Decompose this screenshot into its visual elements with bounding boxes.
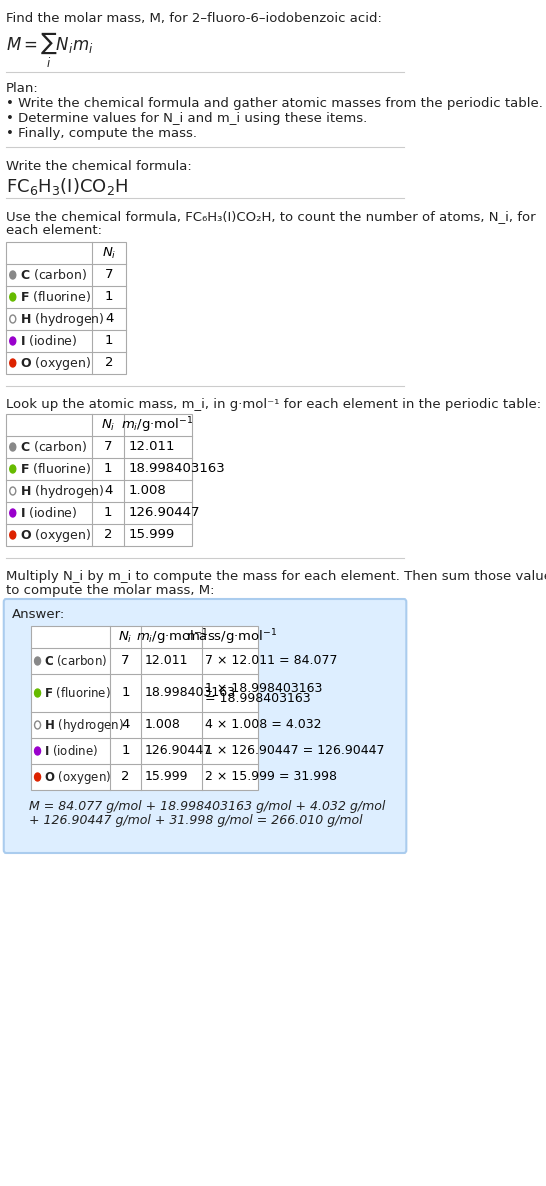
- Text: 1 × 126.90447 = 126.90447: 1 × 126.90447 = 126.90447: [205, 745, 385, 758]
- Text: 2 × 15.999 = 31.998: 2 × 15.999 = 31.998: [205, 771, 337, 784]
- Text: $\mathrm{FC_6H_3(I)CO_2H}$: $\mathrm{FC_6H_3(I)CO_2H}$: [6, 176, 128, 197]
- Text: M = 84.077 g/mol + 18.998403163 g/mol + 4.032 g/mol: M = 84.077 g/mol + 18.998403163 g/mol + …: [28, 801, 385, 812]
- Text: Write the chemical formula:: Write the chemical formula:: [6, 160, 192, 173]
- Text: 15.999: 15.999: [144, 771, 188, 784]
- Bar: [6, 242, 126, 374]
- Text: 1: 1: [105, 334, 114, 347]
- Circle shape: [10, 293, 16, 301]
- Text: 1: 1: [121, 745, 130, 758]
- Text: 1: 1: [104, 506, 112, 519]
- Text: $\mathbf{F}$ (fluorine): $\mathbf{F}$ (fluorine): [20, 461, 91, 477]
- Bar: [6, 414, 192, 546]
- Text: 2: 2: [121, 771, 130, 784]
- Text: $m_i$/g·mol$^{-1}$: $m_i$/g·mol$^{-1}$: [136, 627, 209, 646]
- Text: 1: 1: [121, 687, 130, 700]
- Text: each element:: each element:: [6, 224, 102, 237]
- Text: $N_i$: $N_i$: [101, 417, 115, 433]
- Text: 7: 7: [105, 268, 114, 281]
- Text: $\mathbf{H}$ (hydrogen): $\mathbf{H}$ (hydrogen): [20, 483, 104, 499]
- Circle shape: [10, 531, 16, 538]
- Text: $M = \sum_i N_i m_i$: $M = \sum_i N_i m_i$: [6, 30, 93, 70]
- Text: $\mathbf{I}$ (iodine): $\mathbf{I}$ (iodine): [20, 333, 77, 349]
- Text: 126.90447: 126.90447: [144, 745, 211, 758]
- Text: $\mathbf{O}$ (oxygen): $\mathbf{O}$ (oxygen): [20, 527, 91, 543]
- Text: 18.998403163: 18.998403163: [144, 687, 235, 700]
- Text: Look up the atomic mass, m_i, in g·mol⁻¹ for each element in the periodic table:: Look up the atomic mass, m_i, in g·mol⁻¹…: [6, 398, 541, 412]
- Text: + 126.90447 g/mol + 31.998 g/mol = 266.010 g/mol: + 126.90447 g/mol + 31.998 g/mol = 266.0…: [28, 814, 362, 827]
- Text: 2: 2: [104, 529, 112, 542]
- Text: $\mathbf{F}$ (fluorine): $\mathbf{F}$ (fluorine): [20, 289, 91, 305]
- Text: 7: 7: [121, 655, 130, 668]
- Text: $\mathbf{I}$ (iodine): $\mathbf{I}$ (iodine): [44, 744, 98, 759]
- Text: $\mathbf{O}$ (oxygen): $\mathbf{O}$ (oxygen): [20, 355, 91, 371]
- Text: $\mathbf{C}$ (carbon): $\mathbf{C}$ (carbon): [44, 653, 108, 669]
- Circle shape: [10, 270, 16, 279]
- Text: 18.998403163: 18.998403163: [128, 463, 225, 476]
- Text: to compute the molar mass, M:: to compute the molar mass, M:: [6, 584, 215, 597]
- Circle shape: [34, 689, 40, 697]
- Text: 1: 1: [104, 463, 112, 476]
- Text: 12.011: 12.011: [144, 655, 188, 668]
- Text: 1 × 18.998403163: 1 × 18.998403163: [205, 682, 323, 695]
- Text: $N_i$: $N_i$: [118, 630, 133, 644]
- Text: 4: 4: [105, 312, 114, 325]
- Text: $m_i$/g·mol$^{-1}$: $m_i$/g·mol$^{-1}$: [121, 415, 194, 435]
- Text: 1.008: 1.008: [128, 485, 166, 497]
- Circle shape: [34, 747, 40, 755]
- Circle shape: [34, 773, 40, 782]
- Text: $\mathbf{C}$ (carbon): $\mathbf{C}$ (carbon): [20, 268, 86, 282]
- Text: $\mathbf{H}$ (hydrogen): $\mathbf{H}$ (hydrogen): [20, 311, 104, 327]
- Text: $\mathbf{I}$ (iodine): $\mathbf{I}$ (iodine): [20, 505, 77, 521]
- Text: 7 × 12.011 = 84.077: 7 × 12.011 = 84.077: [205, 655, 338, 668]
- FancyBboxPatch shape: [4, 599, 406, 853]
- Text: 1.008: 1.008: [144, 719, 180, 732]
- Text: 7: 7: [104, 440, 112, 453]
- Text: $\mathbf{H}$ (hydrogen): $\mathbf{H}$ (hydrogen): [44, 716, 124, 733]
- Text: 12.011: 12.011: [128, 440, 175, 453]
- Text: = 18.998403163: = 18.998403163: [205, 691, 311, 704]
- Circle shape: [10, 465, 16, 473]
- Text: $\mathbf{F}$ (fluorine): $\mathbf{F}$ (fluorine): [44, 686, 111, 701]
- Text: $\mathbf{C}$ (carbon): $\mathbf{C}$ (carbon): [20, 440, 86, 454]
- Text: 1: 1: [105, 291, 114, 304]
- Text: 15.999: 15.999: [128, 529, 175, 542]
- Text: • Finally, compute the mass.: • Finally, compute the mass.: [6, 127, 197, 140]
- Circle shape: [10, 359, 16, 366]
- Text: Multiply N_i by m_i to compute the mass for each element. Then sum those values: Multiply N_i by m_i to compute the mass …: [6, 570, 546, 584]
- Text: 4 × 1.008 = 4.032: 4 × 1.008 = 4.032: [205, 719, 322, 732]
- Text: 4: 4: [121, 719, 129, 732]
- Circle shape: [34, 657, 40, 665]
- Text: 4: 4: [104, 485, 112, 497]
- Circle shape: [10, 337, 16, 345]
- Circle shape: [10, 509, 16, 517]
- Circle shape: [10, 444, 16, 451]
- Bar: [31, 626, 258, 790]
- Text: • Write the chemical formula and gather atomic masses from the periodic table.: • Write the chemical formula and gather …: [6, 97, 543, 110]
- Text: Find the molar mass, M, for 2–fluoro-6–iodobenzoic acid:: Find the molar mass, M, for 2–fluoro-6–i…: [6, 12, 382, 25]
- Text: $N_i$: $N_i$: [102, 246, 116, 261]
- Text: 126.90447: 126.90447: [128, 506, 200, 519]
- Text: • Determine values for N_i and m_i using these items.: • Determine values for N_i and m_i using…: [6, 111, 367, 125]
- Text: Answer:: Answer:: [12, 608, 66, 621]
- Text: Plan:: Plan:: [6, 82, 39, 95]
- Text: Use the chemical formula, FC₆H₃(I)CO₂H, to count the number of atoms, N_i, for: Use the chemical formula, FC₆H₃(I)CO₂H, …: [6, 210, 536, 223]
- Text: $\mathbf{O}$ (oxygen): $\mathbf{O}$ (oxygen): [44, 769, 111, 785]
- Text: mass/g·mol$^{-1}$: mass/g·mol$^{-1}$: [186, 627, 278, 646]
- Text: 2: 2: [105, 357, 114, 370]
